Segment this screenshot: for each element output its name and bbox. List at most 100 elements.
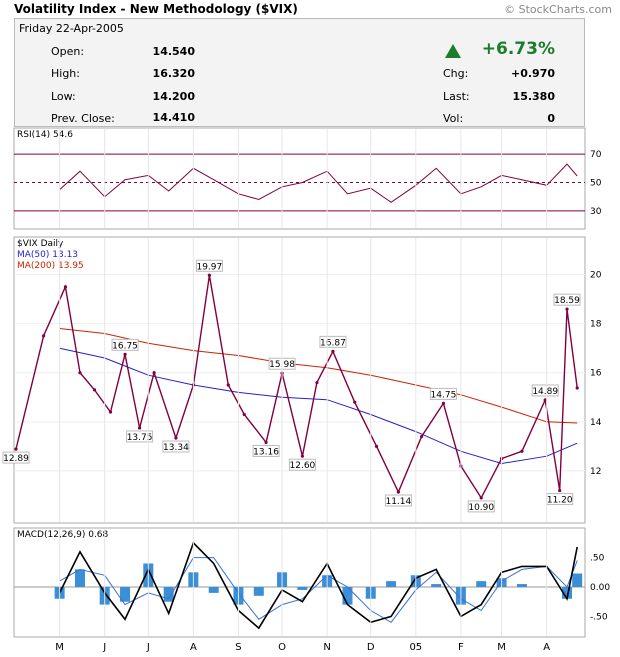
annotation-label: 13.16 bbox=[253, 447, 279, 457]
high-label: High: bbox=[51, 67, 80, 80]
price-tick-label: 12 bbox=[590, 467, 601, 477]
annotation-box bbox=[319, 335, 347, 348]
percent-change: +6.73% bbox=[481, 39, 555, 59]
macd-histogram-bar bbox=[297, 587, 308, 590]
macd-histogram-bar bbox=[120, 587, 131, 602]
price-annotation: 13.34 bbox=[162, 440, 190, 453]
rsi-tick-label: 30 bbox=[590, 207, 602, 217]
annotation-box bbox=[195, 259, 223, 272]
price-annotation: 14.75 bbox=[429, 387, 457, 400]
annotation-box bbox=[252, 444, 280, 457]
annotation-box bbox=[2, 451, 30, 464]
open-value: 14.540 bbox=[152, 45, 195, 58]
macd-histogram-bar bbox=[208, 587, 219, 593]
annotation-box bbox=[384, 494, 412, 507]
macd-histogram-bar bbox=[74, 569, 85, 587]
macd-histogram-bar bbox=[386, 581, 397, 587]
stockcharts-credit: © StockCharts.com bbox=[504, 3, 612, 16]
x-tick-label: F bbox=[458, 642, 464, 653]
price-annotation: 16.75 bbox=[111, 338, 139, 351]
quote-date: Friday 22-Apr-2005 bbox=[19, 22, 124, 35]
price-point bbox=[207, 273, 211, 277]
annotation-box bbox=[288, 458, 316, 471]
annotation-label: 14.89 bbox=[532, 387, 558, 397]
x-tick-label: S bbox=[235, 642, 241, 653]
price-point bbox=[543, 398, 547, 402]
ma200-legend: MA(200) 13.95 bbox=[17, 261, 84, 271]
price-point bbox=[63, 285, 68, 289]
macd-histogram-bar bbox=[516, 584, 527, 587]
price-point bbox=[420, 434, 424, 439]
x-tick-label: N bbox=[323, 642, 330, 653]
annotation-label: 19.97 bbox=[196, 262, 222, 272]
price-point bbox=[331, 349, 335, 353]
price-annotation: 13.16 bbox=[252, 444, 280, 457]
price-panel bbox=[13, 236, 586, 524]
price-point bbox=[42, 334, 46, 338]
rsi-label: RSI(14) 54.6 bbox=[17, 130, 73, 140]
macd-histogram-bar bbox=[476, 581, 487, 587]
change-value: +0.970 bbox=[510, 67, 555, 80]
volume-value: 0 bbox=[547, 112, 555, 125]
price-annotation: 14.89 bbox=[531, 384, 559, 397]
price-tick-label: 18 bbox=[590, 320, 602, 330]
annotation-box bbox=[126, 430, 154, 443]
x-tick-label: A bbox=[543, 642, 550, 653]
chart-title: Volatility Index - New Methodology ($VIX… bbox=[14, 2, 298, 16]
annotation-label: 10.90 bbox=[468, 503, 494, 513]
price-point bbox=[441, 401, 446, 406]
x-tick-label: J bbox=[146, 642, 150, 653]
last-label: Last: bbox=[443, 90, 470, 103]
price-line bbox=[15, 275, 578, 500]
rsi-tick-label: 50 bbox=[590, 179, 602, 189]
price-point bbox=[396, 490, 400, 494]
x-tick-label: M bbox=[497, 642, 506, 653]
x-tick-label: A bbox=[190, 642, 197, 653]
last-value: 15.380 bbox=[512, 90, 555, 103]
low-label: Low: bbox=[51, 90, 76, 103]
x-tick-label: 05 bbox=[409, 642, 422, 653]
price-annotation: 13.75 bbox=[126, 430, 154, 443]
quote-info-panel: Friday 22-Apr-2005 Open: 14.540 High: 16… bbox=[14, 18, 585, 127]
annotation-label: 11.20 bbox=[547, 496, 573, 506]
annotation-box bbox=[467, 500, 495, 513]
price-annotation: 11.20 bbox=[546, 493, 574, 506]
price-point bbox=[565, 307, 569, 311]
price-point bbox=[520, 449, 524, 453]
price-point bbox=[300, 454, 305, 458]
price-point bbox=[174, 436, 178, 440]
price-annotation: 16.87 bbox=[319, 335, 347, 348]
price-annotation: 12.60 bbox=[288, 458, 316, 471]
annotation-label: 11.14 bbox=[385, 497, 411, 507]
annotation-label: 16.75 bbox=[112, 341, 138, 351]
change-label: Chg: bbox=[443, 67, 469, 80]
price-tick-label: 16 bbox=[590, 369, 602, 379]
price-point bbox=[315, 380, 319, 385]
prev-close-label: Prev. Close: bbox=[51, 112, 115, 125]
annotation-label: 13.34 bbox=[163, 443, 189, 453]
prev-close-value: 14.410 bbox=[152, 111, 195, 124]
annotation-box bbox=[162, 440, 190, 453]
price-point bbox=[108, 410, 113, 414]
price-point bbox=[353, 400, 357, 404]
macd-histogram-bar bbox=[572, 573, 583, 587]
rsi-panel bbox=[13, 127, 586, 230]
price-point bbox=[575, 386, 579, 390]
price-point bbox=[137, 426, 142, 430]
price-point bbox=[92, 388, 97, 392]
x-tick-label: J bbox=[102, 642, 106, 653]
annotation-label: 12.89 bbox=[3, 454, 29, 464]
macd-tick-label: .50 bbox=[590, 554, 605, 564]
macd-tick-label: -.50 bbox=[590, 612, 608, 622]
annotation-label: 14.75 bbox=[431, 390, 457, 400]
price-annotation: 19.97 bbox=[195, 259, 223, 272]
annotation-label: 13.75 bbox=[127, 433, 153, 443]
macd-histogram-bar bbox=[562, 587, 573, 599]
price-annotation: 11.14 bbox=[384, 494, 412, 507]
annotation-box bbox=[531, 384, 559, 397]
price-point bbox=[479, 496, 483, 500]
high-value: 16.320 bbox=[152, 67, 195, 80]
price-point bbox=[374, 444, 379, 448]
macd-histogram-bar bbox=[163, 587, 174, 602]
